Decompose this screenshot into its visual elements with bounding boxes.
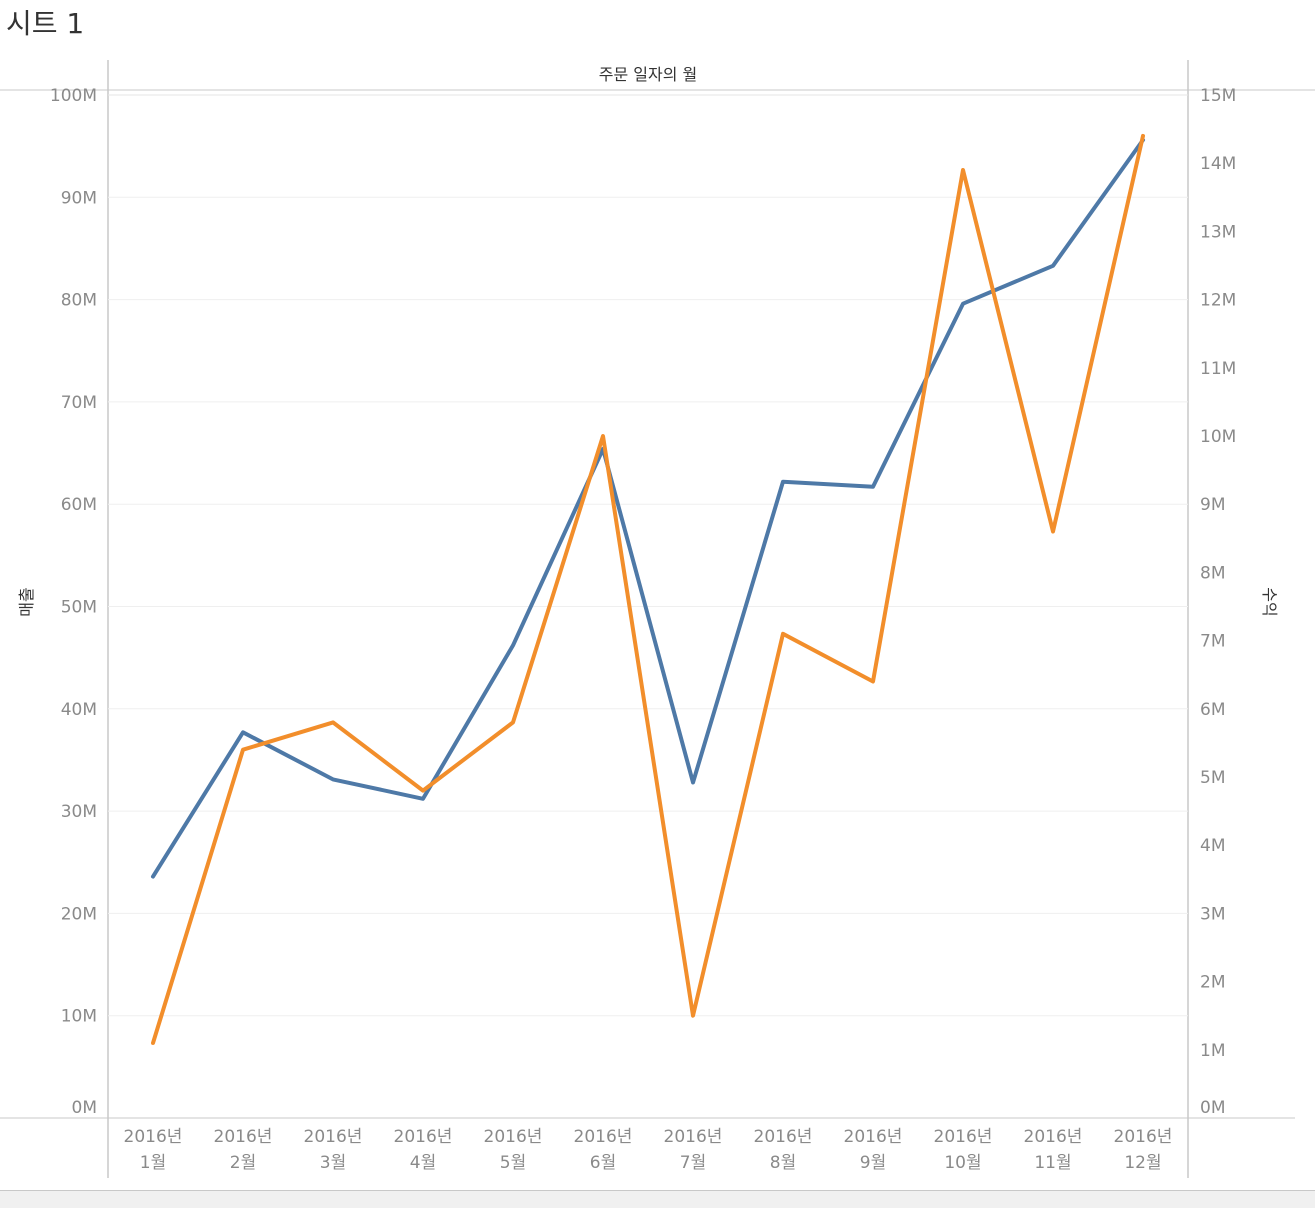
series-line-profit[interactable]: [151, 133, 1145, 1045]
scrollbar-track[interactable]: [0, 1190, 1315, 1208]
left-tick-label: 70M: [61, 393, 97, 413]
left-tick-label: 100M: [50, 86, 97, 106]
left-axis-ticks: 0M 10M 20M 30M 40M 50M 60M 70M 80M 90M 100M: [50, 86, 97, 1118]
right-tick-label: 4M: [1200, 836, 1225, 856]
left-tick-label: 0M: [72, 1098, 97, 1118]
x-tick-year: 2016년: [124, 1127, 183, 1147]
column-header: 주문 일자의 월: [599, 65, 698, 84]
right-tick-label: 2M: [1200, 973, 1225, 993]
sheet-title: 시트 1: [6, 7, 85, 40]
x-tick-month: 2월: [230, 1153, 256, 1173]
right-tick-label: 6M: [1200, 700, 1225, 720]
x-tick-year: 2016년: [754, 1127, 813, 1147]
right-tick-label: 1M: [1200, 1041, 1225, 1061]
left-axis-title: 매출: [17, 587, 36, 616]
left-tick-label: 30M: [61, 802, 97, 822]
x-axis-ticks: 2016년 1월 2016년 2월 2016년 3월 2016년 4월 2016년 5월 2016년…: [124, 1127, 1173, 1173]
x-tick-year: 2016년: [1024, 1127, 1083, 1147]
x-tick-month: 12월: [1124, 1153, 1161, 1173]
x-tick-year: 2016년: [484, 1127, 543, 1147]
right-tick-label: 15M: [1200, 86, 1236, 106]
x-tick-month: 8월: [770, 1153, 796, 1173]
right-tick-label: 5M: [1200, 768, 1225, 788]
left-tick-label: 50M: [61, 598, 97, 618]
x-tick-month: 3월: [320, 1153, 346, 1173]
right-tick-label: 13M: [1200, 222, 1236, 242]
x-tick-year: 2016년: [304, 1127, 363, 1147]
right-axis-title: 수익: [1260, 587, 1279, 616]
series-line-sales[interactable]: [151, 138, 1145, 879]
x-tick-month: 11월: [1034, 1153, 1071, 1173]
x-tick-month: 6월: [590, 1153, 616, 1173]
x-tick-year: 2016년: [394, 1127, 453, 1147]
x-tick-year: 2016년: [1114, 1127, 1173, 1147]
right-tick-label: 3M: [1200, 904, 1225, 924]
x-tick-month: 9월: [860, 1153, 886, 1173]
right-tick-label: 10M: [1200, 427, 1236, 447]
left-tick-label: 20M: [61, 904, 97, 924]
x-tick-month: 4월: [410, 1153, 436, 1173]
series-layer: [151, 133, 1145, 1045]
x-tick-month: 1월: [140, 1153, 166, 1173]
x-tick-year: 2016년: [664, 1127, 723, 1147]
right-axis-ticks: 0M 1M 2M 3M 4M 5M 6M 7M 8M 9M 10M 11M 12M 13M 14M 15M: [1200, 86, 1236, 1118]
right-tick-label: 9M: [1200, 495, 1225, 515]
left-tick-label: 60M: [61, 495, 97, 515]
left-tick-label: 40M: [61, 700, 97, 720]
grid-layer: [108, 196, 1188, 1017]
x-tick-month: 5월: [500, 1153, 526, 1173]
right-tick-label: 0M: [1200, 1098, 1225, 1118]
right-tick-label: 8M: [1200, 563, 1225, 583]
right-tick-label: 12M: [1200, 291, 1236, 311]
right-tick-label: 11M: [1200, 359, 1236, 379]
x-tick-year: 2016년: [844, 1127, 903, 1147]
left-tick-label: 80M: [61, 291, 97, 311]
right-tick-label: 14M: [1200, 154, 1236, 174]
right-tick-label: 7M: [1200, 632, 1225, 652]
x-tick-month: 10월: [944, 1153, 981, 1173]
x-tick-year: 2016년: [214, 1127, 273, 1147]
x-tick-month: 7월: [680, 1153, 706, 1173]
x-tick-year: 2016년: [934, 1127, 993, 1147]
left-tick-label: 90M: [61, 188, 97, 208]
x-tick-year: 2016년: [574, 1127, 633, 1147]
left-tick-label: 10M: [61, 1007, 97, 1027]
